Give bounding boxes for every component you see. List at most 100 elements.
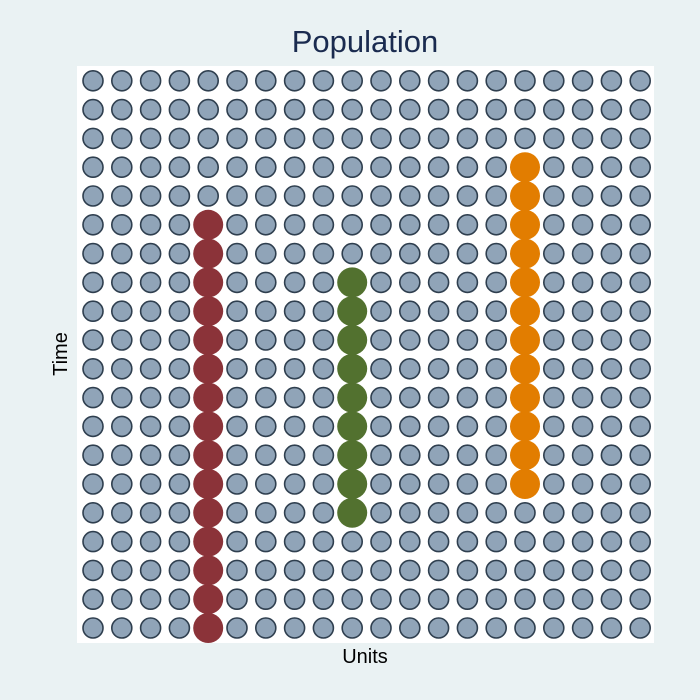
grid-point-x8-y9 [283,386,306,409]
grid-point-x17-y13 [542,271,565,294]
grid-point-x13-y17 [427,156,450,178]
grid-point-x14-y8 [456,415,479,438]
grid-point-x19-y2 [600,588,623,611]
highlight-point-s2-y7 [337,440,368,471]
grid-point-x3-y7 [139,444,162,467]
grid-point-x15-y13 [485,271,508,294]
grid-point-x18-y12 [571,300,594,323]
grid-point-x1-y19 [82,98,104,121]
grid-point-x11-y19 [370,98,392,121]
grid-point-x19-y16 [600,185,623,207]
grid-point-x18-y6 [571,473,594,495]
grid-point-x9-y15 [312,214,335,236]
grid-point-x12-y14 [398,242,421,265]
grid-point-x4-y11 [168,329,191,351]
plot-area [77,66,654,643]
grid-point-x2-y13 [111,271,133,294]
grid-point-x17-y11 [542,329,565,351]
grid-point-x3-y17 [139,156,162,178]
grid-point-x8-y2 [283,588,306,611]
grid-point-x15-y18 [485,127,508,150]
grid-point-x18-y3 [571,559,594,582]
grid-point-x3-y11 [139,329,162,351]
grid-point-x16-y18 [514,127,536,150]
grid-point-x8-y6 [283,473,306,495]
grid-point-x9-y6 [312,473,335,495]
grid-point-x19-y1 [600,617,623,639]
highlight-point-s2-y8 [337,411,368,442]
grid-point-x15-y12 [485,300,508,323]
grid-point-x19-y12 [600,300,623,323]
grid-point-x13-y6 [427,473,450,495]
grid-point-x6-y7 [226,444,248,467]
grid-point-x13-y1 [427,617,450,639]
grid-point-x11-y20 [370,70,392,92]
grid-point-x13-y7 [427,444,450,467]
grid-point-x19-y13 [600,271,623,294]
grid-point-x4-y9 [168,386,191,409]
grid-point-x3-y13 [139,271,162,294]
highlight-point-s1-y4 [193,526,224,557]
highlight-point-s2-y12 [337,296,368,327]
grid-point-x12-y5 [398,501,421,524]
grid-point-x2-y16 [111,185,133,207]
grid-point-x10-y19 [341,98,364,121]
grid-point-x20-y7 [629,444,652,467]
grid-point-x15-y5 [485,501,508,524]
grid-point-x13-y16 [427,185,450,207]
grid-point-x20-y10 [629,357,652,380]
grid-point-x3-y1 [139,617,162,639]
grid-point-x12-y17 [398,156,421,178]
grid-point-x11-y6 [370,473,392,495]
grid-point-x20-y15 [629,214,652,236]
grid-point-x18-y11 [571,329,594,351]
grid-point-x3-y8 [139,415,162,438]
grid-point-x11-y15 [370,214,392,236]
grid-point-x11-y14 [370,242,392,265]
grid-point-x11-y18 [370,127,392,150]
grid-point-x10-y2 [341,588,364,611]
grid-point-x6-y18 [226,127,248,150]
grid-point-x12-y16 [398,185,421,207]
grid-point-x7-y4 [254,530,277,553]
grid-point-x15-y6 [485,473,508,495]
grid-point-x19-y6 [600,473,623,495]
grid-point-x11-y8 [370,415,392,438]
grid-point-x6-y20 [226,70,248,92]
grid-point-x4-y8 [168,415,191,438]
grid-point-x10-y3 [341,559,364,582]
grid-point-x11-y16 [370,185,392,207]
grid-point-x14-y4 [456,530,479,553]
grid-point-x12-y8 [398,415,421,438]
grid-point-x8-y4 [283,530,306,553]
grid-point-x1-y2 [82,588,104,611]
grid-point-x19-y9 [600,386,623,409]
grid-point-x16-y20 [514,70,536,92]
grid-point-x15-y9 [485,386,508,409]
grid-point-x13-y14 [427,242,450,265]
grid-point-x20-y16 [629,185,652,207]
grid-point-x15-y19 [485,98,508,121]
grid-point-x7-y3 [254,559,277,582]
grid-point-x9-y2 [312,588,335,611]
grid-point-x9-y12 [312,300,335,323]
grid-point-x4-y15 [168,214,191,236]
grid-point-x14-y20 [456,70,479,92]
grid-point-x13-y12 [427,300,450,323]
grid-point-x3-y14 [139,242,162,265]
grid-point-x5-y17 [197,156,219,178]
grid-point-x2-y18 [111,127,133,150]
grid-point-x11-y13 [370,271,392,294]
grid-point-x9-y8 [312,415,335,438]
grid-point-x2-y4 [111,530,133,553]
grid-point-x3-y4 [139,530,162,553]
x-axis-label: Units [342,646,388,668]
grid-point-x1-y7 [82,444,104,467]
grid-point-x18-y16 [571,185,594,207]
grid-point-x3-y12 [139,300,162,323]
grid-point-x13-y18 [427,127,450,150]
grid-point-x6-y4 [226,530,248,553]
highlight-point-s1-y5 [193,497,224,528]
grid-point-x18-y2 [571,588,594,611]
grid-point-x18-y15 [571,214,594,236]
